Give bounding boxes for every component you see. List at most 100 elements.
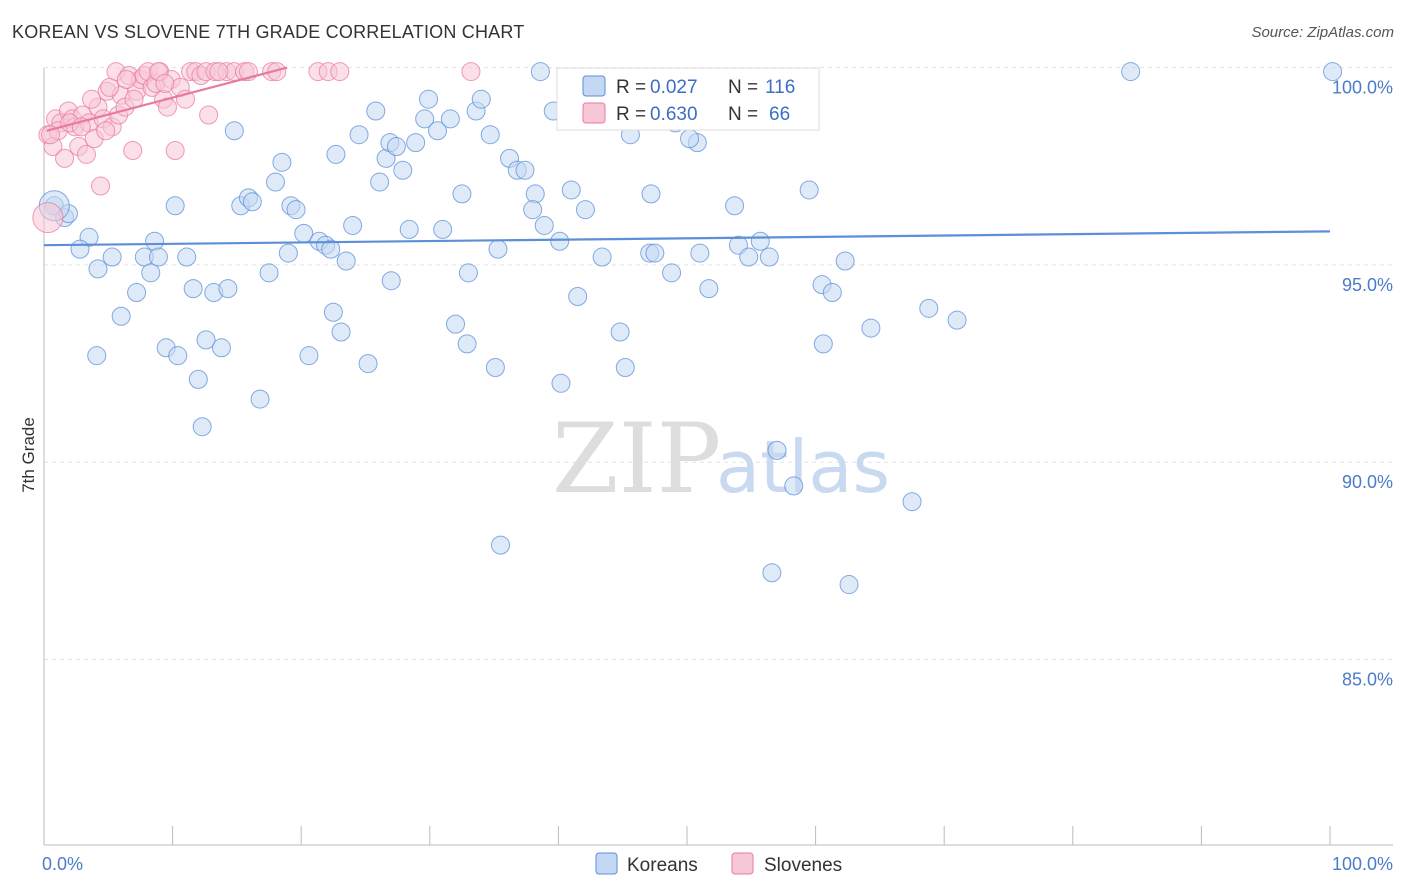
koreans-point-24	[224, 121, 244, 141]
koreans-point-85	[680, 129, 700, 149]
koreans-point-98	[835, 251, 855, 271]
koreans-point-39	[326, 144, 346, 164]
slovenes-point-64	[40, 125, 60, 145]
stats-legend: R = 0.027 N = 116 R = 0.630 N = 66	[556, 67, 820, 131]
koreans-point-56	[433, 219, 453, 239]
koreans-point-12	[145, 231, 165, 251]
koreans-point-45	[366, 101, 386, 121]
koreans-point-117	[278, 243, 298, 263]
koreans-point-50	[393, 160, 413, 180]
legend-r-label-1: R =	[616, 104, 646, 125]
koreans-point-27	[242, 192, 262, 212]
slovenes-point-59	[116, 69, 136, 89]
koreans-point-16	[165, 196, 185, 216]
slovenes-point-63	[209, 62, 229, 82]
y-tick-labels: 100.0% 95.0% 90.0% 85.0%	[1332, 78, 1393, 690]
koreans-point-95	[799, 180, 819, 200]
koreans-point-23	[218, 279, 238, 299]
koreans-trend-line	[43, 230, 1331, 247]
koreans-point-99	[839, 575, 859, 595]
source-label: Source: ZipAtlas.com	[1251, 24, 1394, 41]
koreans-point-62	[471, 89, 491, 109]
koreans-point-103	[947, 310, 967, 330]
koreans-point-115	[610, 322, 630, 342]
koreans-point-70	[523, 200, 543, 220]
slovenes-point-34	[165, 140, 185, 160]
koreans-point-97	[822, 283, 842, 303]
legend-r-value-1: 0.630	[650, 104, 698, 125]
slovenes-point-large-0	[32, 202, 64, 234]
y-tick-label-2: 90.0%	[1342, 472, 1393, 492]
koreans-point-88	[725, 196, 745, 216]
koreans-point-93	[767, 440, 787, 460]
koreans-point-72	[534, 215, 554, 235]
slovenes-point-52	[461, 62, 481, 82]
y-tick-label-3: 85.0%	[1342, 670, 1393, 690]
koreans-point-107	[551, 373, 571, 393]
koreans-point-42	[343, 215, 363, 235]
slovenes-point-41	[199, 105, 219, 125]
koreans-point-65	[491, 535, 511, 555]
koreans-point-113	[662, 263, 682, 283]
koreans-point-64	[485, 358, 505, 378]
koreans-point-106	[813, 334, 833, 354]
legend-swatch-slovenes	[582, 102, 606, 124]
koreans-point-100	[861, 318, 881, 338]
koreans-point-15	[168, 346, 188, 366]
koreans-point-74	[550, 231, 570, 251]
legend-n-label-1: N =	[728, 104, 758, 125]
koreans-point-49	[386, 137, 406, 157]
koreans-point-11	[141, 263, 161, 283]
koreans-point-38	[321, 239, 341, 259]
koreans-point-43	[349, 125, 369, 145]
koreans-point-114	[568, 286, 588, 306]
watermark-atlas: atlas	[716, 425, 890, 509]
series-legend: Koreans Slovenes	[595, 852, 842, 876]
koreans-point-28	[250, 389, 270, 409]
koreans-point-77	[592, 247, 612, 267]
koreans-point-44	[358, 354, 378, 374]
koreans-point-101	[902, 492, 922, 512]
koreans-point-41	[336, 251, 356, 271]
koreans-point-20	[196, 330, 216, 350]
koreans-point-75	[561, 180, 581, 200]
y-axis-label: 7th Grade	[19, 417, 38, 493]
koreans-point-68	[515, 160, 535, 180]
koreans-point-116	[458, 263, 478, 283]
koreans-point-82	[645, 243, 665, 263]
legend-swatch-koreans-bottom	[595, 852, 618, 875]
legend-r-value-0: 0.027	[650, 77, 698, 98]
koreans-point-94	[784, 476, 804, 496]
koreans-point-9	[127, 283, 147, 303]
koreans-point-63	[480, 125, 500, 145]
koreans-point-19	[188, 369, 208, 389]
legend-label-slovenes: Slovenes	[764, 855, 842, 876]
koreans-point-86	[690, 243, 710, 263]
legend-n-value-1: 66	[769, 104, 790, 125]
koreans-point-90	[739, 247, 759, 267]
koreans-point-31	[272, 152, 292, 172]
koreans-point-17	[177, 247, 197, 267]
legend-label-koreans: Koreans	[627, 855, 698, 876]
koreans-point-109	[323, 302, 343, 322]
koreans-point-108	[488, 239, 508, 259]
koreans-point-102	[919, 298, 939, 318]
x-tick-max: 100.0%	[1332, 854, 1393, 874]
koreans-point-57	[440, 109, 460, 129]
slovenes-point-57	[96, 121, 116, 141]
koreans-point-110	[192, 417, 212, 437]
koreans-point-29	[259, 263, 279, 283]
trend-lines	[43, 66, 1331, 247]
slovenes-point-51	[330, 62, 350, 82]
slovenes-point-23	[123, 140, 143, 160]
slovenes-point-58	[100, 77, 120, 97]
koreans-point-13	[148, 247, 168, 267]
koreans-point-112	[750, 231, 770, 251]
koreans-point-60	[457, 334, 477, 354]
koreans-point-8	[87, 346, 107, 366]
koreans-point-6	[102, 247, 122, 267]
legend-swatch-koreans	[582, 75, 606, 97]
koreans-point-87	[699, 279, 719, 299]
koreans-point-51	[399, 219, 419, 239]
koreans-point-33	[286, 200, 306, 220]
